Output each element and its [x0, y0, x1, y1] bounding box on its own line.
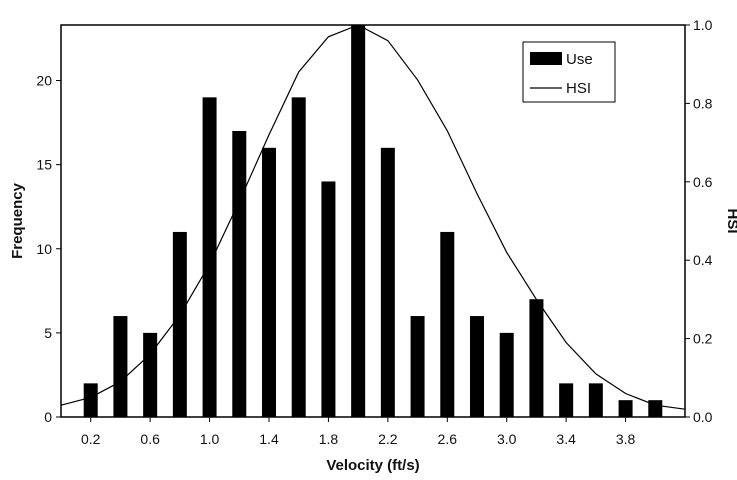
x-axis-title: Velocity (ft/s): [326, 457, 419, 474]
x-tick-label: 3.8: [616, 431, 636, 447]
y-axis-title: Frequency: [9, 182, 26, 259]
y-axis-right-ticks: 0.0 0.2 0.4 0.6 0.8 1.0: [685, 17, 713, 425]
y-tick-label: 5: [44, 325, 52, 341]
use-bar: [172, 231, 187, 417]
use-bars: [83, 25, 663, 418]
use-bar: [232, 130, 247, 418]
y2-tick-label: 0.8: [693, 95, 713, 111]
y2-tick-label: 0.6: [693, 174, 713, 190]
x-tick-label: 2.6: [438, 431, 458, 447]
x-tick-label: 2.2: [378, 431, 398, 447]
use-bar: [380, 147, 395, 418]
y-tick-label: 15: [36, 157, 52, 173]
y-tick-label: 10: [36, 241, 52, 257]
y2-axis-title: HSI: [724, 208, 737, 233]
use-bar: [559, 383, 574, 417]
use-bar: [113, 316, 128, 417]
use-bar: [291, 97, 306, 417]
use-bar: [321, 181, 336, 417]
use-bar: [470, 316, 484, 417]
use-bar: [618, 400, 633, 417]
y-axis-left-ticks: 0 5 10 15 20: [36, 73, 61, 425]
y2-tick-label: 1.0: [693, 17, 713, 33]
hsi-series-line: [60, 24, 686, 410]
legend-use-label: Use: [566, 51, 593, 68]
y-tick-label: 0: [44, 409, 52, 425]
legend: Use HSI: [522, 41, 616, 103]
y-tick-label: 20: [36, 73, 52, 89]
x-tick-label: 1.8: [319, 431, 339, 447]
use-bar: [83, 383, 98, 417]
plot-frame: [60, 24, 686, 418]
x-tick-label: 1.0: [200, 431, 220, 447]
y2-tick-label: 0.4: [693, 252, 713, 268]
use-bar: [529, 299, 544, 417]
use-bar: [202, 97, 217, 417]
x-tick-label: 3.0: [497, 431, 517, 447]
legend-hsi-label: HSI: [566, 80, 591, 97]
use-bar: [143, 332, 158, 417]
use-bar: [499, 332, 514, 417]
y2-tick-label: 0.2: [693, 331, 713, 347]
x-tick-label: 3.4: [556, 431, 576, 447]
legend-use-swatch: [530, 52, 562, 65]
use-bar: [262, 147, 276, 418]
y2-tick-label: 0.0: [693, 409, 713, 425]
use-bar: [440, 231, 455, 417]
use-bar: [588, 383, 603, 417]
x-tick-label: 1.4: [259, 431, 279, 447]
use-bar: [410, 316, 425, 417]
use-bar: [351, 25, 366, 417]
x-tick-label: 0.6: [140, 431, 160, 447]
x-tick-label: 0.2: [81, 431, 101, 447]
x-axis-ticks: 0.2 0.6 1.0 1.4 1.8 2.2 2.6 3.0 3.4 3.8: [81, 417, 636, 447]
